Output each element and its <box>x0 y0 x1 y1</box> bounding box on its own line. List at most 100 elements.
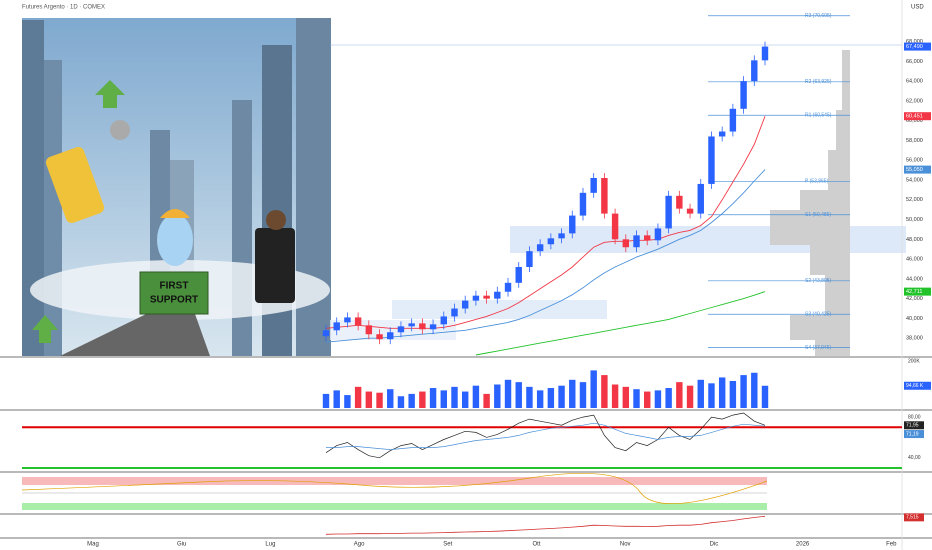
candle-body <box>494 291 501 299</box>
illustration: FIRST SUPPORT <box>22 18 331 356</box>
y-tick-label: 38,000 <box>906 336 923 342</box>
volume-bar <box>397 396 405 408</box>
pivot-label: S2 (43,805) <box>805 278 831 284</box>
candle-body <box>697 183 704 214</box>
pivot-label: R3 (70,605) <box>805 13 832 19</box>
x-tick-label: Ott <box>532 542 540 548</box>
volume-bar <box>376 392 383 408</box>
candle-body <box>365 325 373 335</box>
x-tick-label: Feb <box>886 542 897 548</box>
y-tick-label: 40,000 <box>906 316 923 322</box>
volume-bar <box>751 372 758 408</box>
candle-body <box>408 323 415 327</box>
y-tick-label: 52,000 <box>906 197 923 203</box>
chart-title: Futures Argento · 1D · COMEX <box>22 5 105 11</box>
volume-bar <box>611 384 619 408</box>
price-label: 67,490 <box>906 44 923 50</box>
moving-average <box>325 169 766 343</box>
x-tick-label: Nov <box>620 542 631 548</box>
volume-bar <box>622 386 630 408</box>
volume-bar <box>365 391 373 408</box>
candle-body <box>740 81 747 109</box>
y-tick-label: 54,000 <box>906 177 923 183</box>
rsi-last: 71,95 <box>906 423 919 429</box>
pivot-label: S4 (37,045) <box>805 345 831 351</box>
volume-bar <box>579 382 587 408</box>
y-tick-label: 42,000 <box>906 296 923 302</box>
candle-body <box>376 334 383 340</box>
y-tick-label: 50,000 <box>906 217 923 223</box>
candle-body <box>751 60 758 82</box>
candle-body <box>515 267 522 283</box>
candle-body <box>440 316 447 325</box>
volume-last: 94,66 K <box>906 383 924 389</box>
y-tick-label: 48,000 <box>906 237 923 243</box>
x-tick-label: Ago <box>354 542 365 548</box>
lower-last: 7,515 <box>906 515 919 521</box>
pivot-label: R2 (63,925) <box>805 79 832 85</box>
volume-bar <box>504 379 512 408</box>
volume-bar <box>440 390 447 408</box>
volume-bar <box>419 391 426 408</box>
candle-body <box>729 108 737 132</box>
candle-body <box>622 239 630 248</box>
candle-body <box>397 326 405 333</box>
volume-bar <box>729 380 737 408</box>
candle-body <box>429 324 437 330</box>
y-tick-label: 66,000 <box>906 59 923 65</box>
pivot-label: P (53,865) <box>805 179 829 185</box>
candle-body <box>526 251 533 267</box>
candle-body <box>579 192 587 216</box>
candle-body <box>676 195 683 209</box>
candle-body <box>354 317 362 326</box>
x-tick-label: Set <box>443 542 452 548</box>
moving-average <box>475 291 766 356</box>
rsi-last-bg <box>904 421 924 430</box>
volume-bar <box>472 385 480 408</box>
rsi-line <box>326 422 766 450</box>
price-label-bg <box>904 287 931 296</box>
x-tick-label: Giu <box>177 542 186 548</box>
candle-body <box>558 233 565 239</box>
x-tick-label: Dic <box>710 542 719 548</box>
oscillator-bands <box>21 473 768 510</box>
volume-bar <box>451 386 458 408</box>
y-tick-label: 64,000 <box>906 79 923 85</box>
volume-last-bg <box>904 381 931 390</box>
volume-bar <box>322 393 330 408</box>
price-label: 42,711 <box>906 289 922 295</box>
volume-bar <box>408 393 415 408</box>
volume-bar <box>515 382 522 408</box>
volume-bar <box>654 390 662 408</box>
volume-bar <box>601 375 608 408</box>
volume-bar <box>461 391 469 408</box>
candle-body <box>419 323 426 330</box>
volume-bar <box>333 390 340 408</box>
rsi-line <box>325 412 766 459</box>
candle-body <box>536 244 544 252</box>
rsi-last: 71,19 <box>906 431 919 437</box>
candle-body <box>611 213 619 240</box>
candle-body <box>686 208 694 214</box>
candle-body <box>590 178 597 193</box>
candle-body <box>761 46 769 61</box>
candle-body <box>708 136 715 184</box>
volume-bar <box>494 384 501 408</box>
price-label-bg <box>904 42 931 51</box>
volume-bar <box>536 390 544 408</box>
y-tick-label: 58,000 <box>906 138 923 144</box>
volume-bar <box>718 377 726 408</box>
candle-body <box>461 300 469 309</box>
volume-bar <box>633 389 640 408</box>
price-label-bg <box>904 112 931 121</box>
volume-bar <box>354 386 362 408</box>
x-tick-label: Mag <box>87 542 99 548</box>
volume-profile <box>770 50 850 356</box>
volume-bar <box>697 379 704 408</box>
pivot-label: S1 (50,485) <box>805 212 831 218</box>
y-tick-label: 60,000 <box>906 118 923 124</box>
candle-body <box>665 195 672 229</box>
volume-bar <box>665 388 672 408</box>
rsi-tick: 40,00 <box>908 455 921 461</box>
